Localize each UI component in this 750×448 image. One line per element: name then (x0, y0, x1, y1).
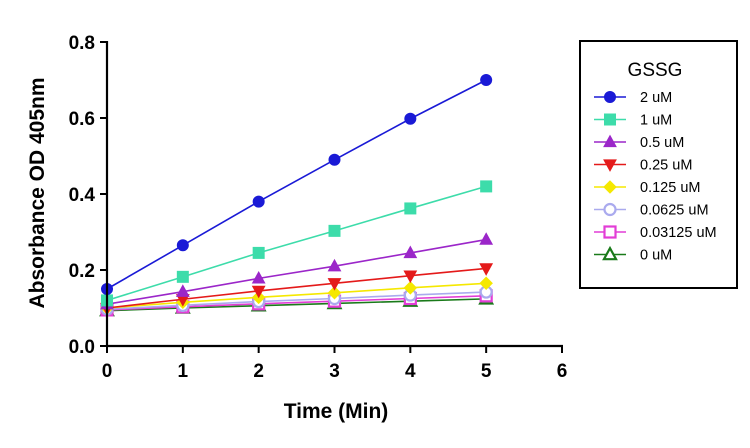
data-point (404, 112, 417, 125)
data-point (327, 258, 342, 272)
y-axis-title: Absorbance OD 405nm (26, 77, 49, 308)
legend-entry: 2 uM (594, 90, 672, 106)
x-axis-title: Time (Min) (284, 400, 389, 423)
x-tick-label: 0 (102, 361, 113, 382)
series-line (106, 185, 487, 302)
series-line (106, 295, 487, 311)
legend-box (579, 40, 738, 289)
legend-label: 0.03125 uM (640, 225, 717, 241)
legend-label: 0 uM (640, 248, 672, 264)
y-tick-label: 0.0 (69, 337, 95, 358)
legend-label: 1 uM (640, 113, 672, 129)
legend-label: 0.5 uM (640, 135, 684, 151)
legend-marker (603, 225, 617, 239)
y-tick-label: 0.2 (69, 261, 95, 282)
legend-marker (604, 91, 616, 103)
legend: GSSG 2 uM 1 uM 0.5 uM 0.25 uM 0.125 uM 0.0625… (579, 40, 738, 289)
legend-entry: 0.03125 uM (594, 225, 717, 241)
legend-marker (602, 245, 618, 261)
x-tick-label: 4 (405, 361, 416, 382)
legend-marker (603, 180, 617, 194)
data-point (251, 285, 266, 299)
x-tick-label: 2 (253, 361, 264, 382)
data-point (252, 246, 265, 259)
plot-area (99, 74, 495, 317)
legend-title: GSSG (628, 60, 683, 81)
data-point (327, 286, 342, 300)
series-line (106, 79, 487, 290)
y-tick-label: 0.4 (69, 185, 96, 206)
data-point (252, 195, 265, 208)
data-point (403, 281, 418, 295)
series-line (106, 291, 487, 310)
y-tick-label: 0.8 (69, 33, 95, 54)
legend-label: 0.25 uM (640, 158, 692, 174)
data-point (404, 202, 417, 215)
data-point (479, 276, 493, 291)
series-2-um (101, 74, 493, 295)
axes: 0.0 0.2 0.4 0.6 0.8 0 1 2 3 4 5 6 (69, 33, 568, 382)
legend-entry: 0.25 uM (594, 158, 692, 174)
legend-marker (603, 134, 617, 148)
data-point (403, 270, 418, 284)
series-line (106, 282, 487, 309)
y-tick-label: 0.6 (69, 109, 95, 130)
series-line (106, 267, 487, 309)
series-line (106, 298, 487, 312)
data-point (327, 278, 342, 291)
series-0-25-um (100, 263, 494, 316)
legend-marker (603, 202, 617, 217)
data-point (328, 153, 341, 166)
legend-label: 0.125 uM (640, 180, 700, 196)
legend-label: 0.0625 uM (640, 203, 709, 219)
legend-entry: 0.0625 uM (594, 203, 709, 219)
data-point (403, 245, 418, 259)
legend-entry: 0.125 uM (594, 180, 700, 196)
data-point (251, 270, 266, 284)
data-point (176, 270, 189, 283)
data-point (480, 74, 493, 86)
data-point (479, 232, 494, 245)
data-point (479, 263, 494, 276)
legend-marker (604, 113, 616, 126)
data-point (175, 284, 190, 297)
series-line (106, 238, 487, 305)
legend-entry: 1 uM (594, 113, 672, 129)
x-tick-label: 1 (178, 361, 189, 382)
legend-marker (603, 159, 617, 172)
x-tick-label: 5 (481, 361, 492, 382)
data-point (328, 224, 341, 237)
data-point (176, 239, 189, 252)
legend-label: 2 uM (640, 90, 672, 106)
data-point (480, 180, 493, 193)
legend-entry: 0.5 uM (594, 134, 684, 151)
x-tick-label: 6 (557, 361, 568, 382)
x-tick-label: 3 (329, 361, 340, 382)
legend-entry: 0 uM (594, 245, 672, 264)
